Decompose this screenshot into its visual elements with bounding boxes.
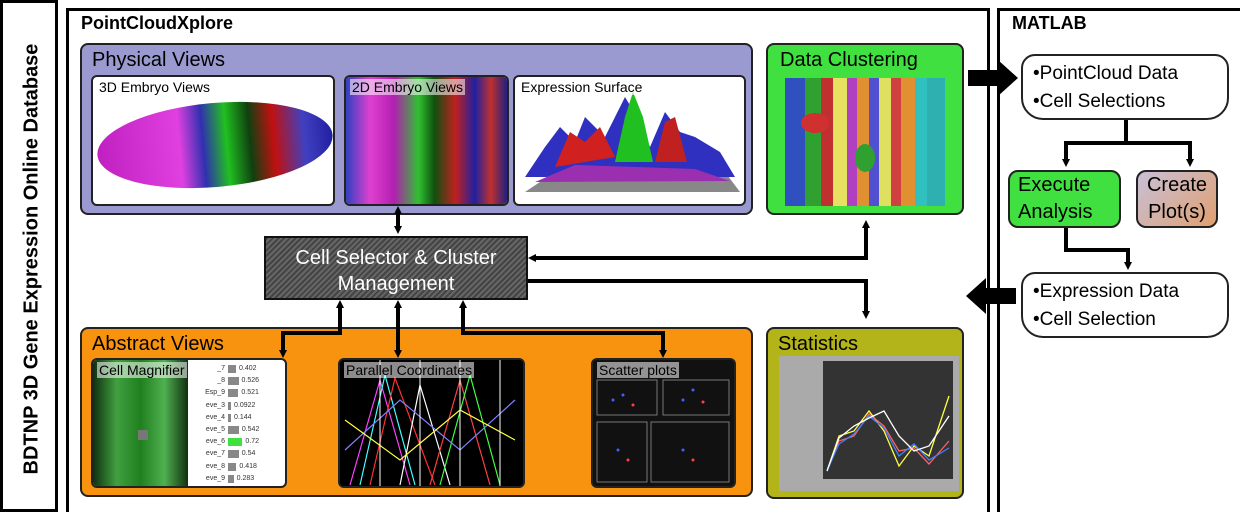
scatter-plots-view[interactable]: Scatter plots <box>591 358 736 488</box>
statistics-group[interactable]: Statistics <box>766 327 964 499</box>
magnifier-row: eve_6 0.72 <box>189 436 285 448</box>
magnifier-row: eve_5 0.542 <box>189 424 285 436</box>
magnifier-rows: _7 0.402 _8 0.526 Esp_9 0.521 eve_3 0.0922 eve_4… <box>189 363 285 485</box>
statistics-image <box>779 356 959 491</box>
physical-views-title: Physical Views <box>92 49 226 71</box>
cell-selector-line1: Cell Selector & Cluster <box>295 247 497 269</box>
magnifier-row-value: 0.0922 <box>234 401 256 409</box>
magnifier-row-label: Esp_9 <box>205 389 225 397</box>
magnifier-row-bar <box>228 413 231 422</box>
magnifier-row-value: 0.283 <box>236 474 255 482</box>
magnifier-row-label: eve_4 <box>205 413 225 421</box>
cell-magnifier-label: Cell Magnifier <box>97 362 187 378</box>
statistics-title: Statistics <box>778 333 859 355</box>
cell-selector-label: Cell Selector & Cluster Management <box>266 245 526 297</box>
embryo-3d-image <box>97 101 333 189</box>
input-line1: •PointCloud Data <box>1033 63 1179 84</box>
magnifier-row-bar <box>228 462 237 471</box>
input-line2: •Cell Selections <box>1033 91 1166 112</box>
magnifier-row-bar <box>228 425 239 434</box>
execute-analysis-box[interactable]: Execute Analysis <box>1008 170 1121 228</box>
expression-surface-image <box>525 92 740 192</box>
parallel-coordinates-view[interactable]: Parallel Coordinates <box>338 358 525 488</box>
magnifier-row-value: 0.54 <box>241 450 256 458</box>
magnifier-row-bar <box>228 389 239 398</box>
scatter-plots-image <box>593 360 734 486</box>
expression-surface-view[interactable]: Expression Surface <box>513 75 746 206</box>
embryo-2d-label: 2D Embryo Views <box>350 79 466 95</box>
embryo-3d-view[interactable]: 3D Embryo Views <box>91 75 335 206</box>
magnifier-row-bar <box>228 365 237 373</box>
magnifier-row-value: 0.418 <box>239 462 257 470</box>
magnifier-row-value: 0.72 <box>245 438 260 446</box>
magnifier-row: _7 0.402 <box>189 363 285 375</box>
data-clustering-group[interactable]: Data Clustering <box>766 43 964 215</box>
magnifier-row-bar <box>228 474 234 483</box>
matlab-output-box[interactable]: •Expression Data •Cell Selection <box>1021 272 1229 338</box>
pointcloudxplore-frame: PointCloudXplore <box>66 8 990 512</box>
abstract-views-title: Abstract Views <box>92 333 224 355</box>
magnifier-row-label: eve_5 <box>205 425 225 433</box>
execute-line1: Execute <box>1018 174 1091 196</box>
magnifier-row: eve_9 0.283 <box>189 473 285 485</box>
execute-line2: Analysis <box>1018 201 1093 223</box>
magnifier-row: _8 0.526 <box>189 375 285 387</box>
clustering-image <box>785 78 945 206</box>
magnifier-row-label: _8 <box>217 377 225 385</box>
expression-surface-label: Expression Surface <box>519 79 645 95</box>
magnifier-row-value: 0.542 <box>241 425 260 433</box>
magnifier-row-value: 0.526 <box>241 377 260 385</box>
embryo-3d-label: 3D Embryo Views <box>97 79 213 95</box>
magnifier-row-label: eve_6 <box>205 438 225 446</box>
cell-selector-line2: Management <box>337 273 455 295</box>
magnifier-row-value: 0.144 <box>234 413 252 421</box>
data-clustering-title: Data Clustering <box>780 49 918 71</box>
magnifier-row-label: eve_9 <box>205 474 225 482</box>
parallel-coordinates-label: Parallel Coordinates <box>344 362 475 378</box>
pointcloudxplore-title: PointCloudXplore <box>81 13 233 33</box>
magnifier-row-value: 0.521 <box>241 389 259 397</box>
magnifier-row-bar <box>228 377 239 386</box>
matlab-title: MATLAB <box>1012 13 1087 33</box>
cell-selector-box[interactable]: Cell Selector & Cluster Management <box>264 236 528 300</box>
database-sidebar: BDTNP 3D Gene Expression Online Database <box>0 0 58 512</box>
magnifier-row: eve_7 0.54 <box>189 448 285 460</box>
embryo-2d-view[interactable]: 2D Embryo Views <box>344 75 509 206</box>
cell-magnifier-view[interactable]: Cell Magnifier _7 0.402 _8 0.526 Esp_9 0.521 e… <box>91 358 287 488</box>
magnifier-row: eve_4 0.144 <box>189 412 285 424</box>
parallel-coordinates-image <box>340 360 523 486</box>
scatter-plots-label: Scatter plots <box>597 362 679 378</box>
magnifier-row-bar <box>228 401 231 410</box>
magnifier-row-bar <box>228 450 239 459</box>
magnifier-row-label: eve_8 <box>205 462 225 470</box>
magnifier-row-value: 0.402 <box>239 365 257 372</box>
matlab-frame: MATLAB <box>997 8 1240 512</box>
output-line1: •Expression Data <box>1033 281 1180 302</box>
magnifier-row: eve_8 0.418 <box>189 461 285 473</box>
output-line2: •Cell Selection <box>1033 309 1156 330</box>
magnifier-row-bar <box>228 438 243 447</box>
cell-magnifier-image <box>93 360 188 486</box>
plot-line1: Create <box>1146 174 1208 196</box>
embryo-2d-image <box>346 77 507 204</box>
magnifier-row-label: _7 <box>217 365 225 372</box>
magnifier-row: Esp_9 0.521 <box>189 387 285 399</box>
magnifier-row-label: eve_7 <box>205 450 225 458</box>
matlab-input-box[interactable]: •PointCloud Data •Cell Selections <box>1021 54 1229 120</box>
plot-line2: Plot(s) <box>1148 201 1206 223</box>
create-plots-box[interactable]: Create Plot(s) <box>1136 170 1218 228</box>
magnifier-row: eve_3 0.0922 <box>189 400 285 412</box>
magnifier-row-label: eve_3 <box>205 401 225 409</box>
